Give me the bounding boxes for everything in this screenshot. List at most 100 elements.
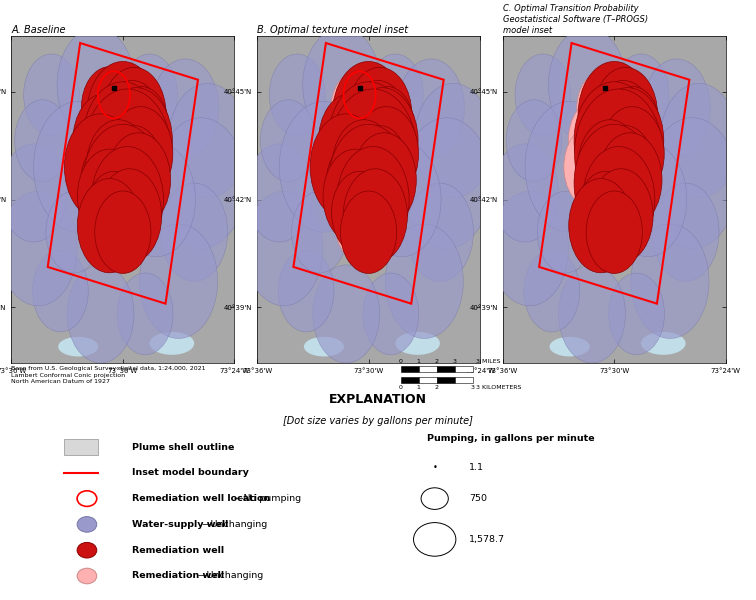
Text: EXPLANATION: EXPLANATION	[329, 393, 427, 406]
Circle shape	[574, 124, 655, 242]
Circle shape	[352, 125, 407, 208]
Circle shape	[280, 101, 369, 232]
Circle shape	[593, 67, 658, 161]
Text: 2: 2	[435, 385, 438, 389]
Ellipse shape	[344, 79, 393, 209]
Circle shape	[591, 88, 664, 194]
Circle shape	[81, 145, 129, 215]
Circle shape	[589, 169, 653, 263]
Circle shape	[538, 191, 593, 273]
Circle shape	[57, 28, 135, 142]
Circle shape	[245, 191, 323, 306]
Circle shape	[345, 88, 418, 194]
Circle shape	[609, 273, 665, 355]
Circle shape	[33, 101, 122, 232]
Circle shape	[14, 100, 70, 182]
Circle shape	[0, 144, 67, 242]
Circle shape	[577, 73, 625, 143]
Circle shape	[583, 146, 655, 253]
Circle shape	[343, 169, 407, 263]
Circle shape	[86, 172, 142, 254]
Circle shape	[310, 114, 383, 220]
Circle shape	[278, 250, 334, 332]
Circle shape	[609, 142, 686, 257]
Ellipse shape	[58, 337, 98, 356]
Circle shape	[106, 125, 162, 208]
Circle shape	[0, 191, 77, 306]
Circle shape	[140, 224, 218, 338]
Circle shape	[302, 28, 381, 142]
Circle shape	[336, 190, 384, 261]
Text: Remediation well: Remediation well	[132, 546, 225, 554]
Text: —Unchanging: —Unchanging	[202, 520, 268, 529]
Text: 0: 0	[398, 359, 403, 364]
Text: 2: 2	[435, 359, 438, 364]
Circle shape	[574, 82, 655, 199]
Circle shape	[86, 120, 150, 214]
Circle shape	[612, 138, 661, 209]
Circle shape	[591, 80, 655, 175]
Circle shape	[578, 62, 650, 167]
Circle shape	[328, 82, 409, 199]
Circle shape	[337, 146, 409, 253]
Circle shape	[564, 125, 620, 208]
Text: Inset model boundary: Inset model boundary	[132, 468, 249, 478]
Circle shape	[348, 67, 412, 161]
Circle shape	[506, 100, 562, 182]
Circle shape	[100, 80, 164, 175]
Circle shape	[525, 101, 614, 232]
Circle shape	[581, 134, 648, 232]
Circle shape	[329, 89, 417, 218]
Circle shape	[604, 86, 660, 169]
Circle shape	[246, 144, 313, 242]
Circle shape	[122, 54, 178, 136]
Text: 1: 1	[417, 359, 420, 364]
Text: 3: 3	[453, 359, 457, 364]
Text: [Dot size varies by gallons per minute]: [Dot size varies by gallons per minute]	[283, 416, 473, 426]
Circle shape	[82, 124, 163, 242]
Circle shape	[386, 224, 463, 338]
Circle shape	[398, 59, 464, 157]
Circle shape	[327, 113, 383, 195]
Text: Base from U.S. Geological Survey digital data, 1:24,000, 2021
Lambert Conformal : Base from U.S. Geological Survey digital…	[11, 366, 206, 384]
Circle shape	[23, 54, 79, 136]
Text: 1,578.7: 1,578.7	[469, 535, 505, 544]
Circle shape	[333, 62, 404, 167]
Circle shape	[340, 92, 388, 163]
Circle shape	[613, 54, 669, 136]
Circle shape	[33, 250, 88, 332]
Text: A. Baseline: A. Baseline	[11, 25, 66, 35]
Circle shape	[82, 113, 138, 195]
Circle shape	[91, 146, 163, 253]
Circle shape	[94, 92, 142, 163]
Circle shape	[152, 59, 218, 157]
Circle shape	[331, 73, 380, 143]
Circle shape	[631, 224, 709, 338]
Ellipse shape	[590, 79, 639, 209]
Text: B. Optimal texture model inset: B. Optimal texture model inset	[257, 25, 408, 35]
Circle shape	[292, 191, 347, 273]
Circle shape	[102, 67, 166, 161]
Text: 3: 3	[470, 385, 475, 389]
Circle shape	[660, 83, 738, 198]
Text: •: •	[432, 463, 437, 472]
Ellipse shape	[395, 332, 440, 355]
Circle shape	[598, 133, 662, 227]
Circle shape	[407, 183, 473, 281]
Circle shape	[352, 133, 417, 227]
Circle shape	[332, 172, 388, 254]
Circle shape	[355, 107, 419, 201]
Text: 750: 750	[469, 494, 487, 503]
Text: Plume shell outline: Plume shell outline	[132, 443, 234, 451]
Circle shape	[117, 142, 195, 257]
Circle shape	[327, 145, 375, 215]
Circle shape	[569, 100, 624, 182]
Ellipse shape	[150, 332, 194, 355]
Circle shape	[318, 94, 383, 188]
Circle shape	[578, 172, 634, 254]
Circle shape	[113, 86, 169, 169]
Circle shape	[46, 191, 101, 273]
Circle shape	[515, 54, 571, 136]
Text: C. Optimal Transition Probability
Geostatistical Software (T–PROGS)
model inset: C. Optimal Transition Probability Geosta…	[503, 4, 648, 35]
Circle shape	[161, 183, 228, 281]
